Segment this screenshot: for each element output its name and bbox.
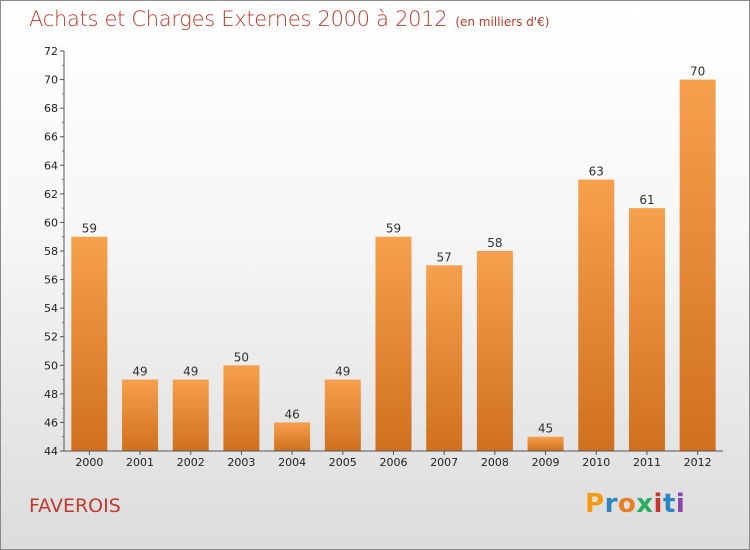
y-tick-label: 46 [44, 416, 58, 429]
bar-value-label: 59 [82, 222, 97, 236]
axes-group: 2000 2001 2002 2003 2004 2005 2006 2007 2008 2009… [44, 45, 723, 469]
logo-letter: P [585, 489, 605, 519]
y-tick-label: 62 [44, 188, 58, 201]
bar [71, 236, 108, 451]
bar-value-label: 61 [639, 193, 654, 207]
x-tick-label: 2008 [481, 456, 509, 469]
town-name: FAVEROIS [29, 495, 121, 517]
bar [628, 208, 665, 451]
y-tick-label: 54 [44, 302, 58, 315]
x-tick-label: 2012 [684, 456, 712, 469]
bar-value-label: 70 [690, 65, 705, 79]
bar [426, 265, 463, 451]
x-tick-label: 2004 [278, 456, 306, 469]
bar [527, 436, 564, 451]
bar [324, 379, 361, 451]
logo-letter: x [636, 489, 654, 519]
y-tick-label: 60 [44, 216, 58, 229]
x-tick-label: 2003 [227, 456, 255, 469]
bar-value-label: 59 [386, 222, 401, 236]
bar-value-label: 46 [284, 407, 299, 421]
logo-letter: i [675, 489, 686, 519]
y-tick-label: 64 [44, 159, 58, 172]
x-tick-label: 2009 [532, 456, 560, 469]
x-tick-label: 2002 [177, 456, 205, 469]
bar [375, 236, 412, 451]
bar [122, 379, 159, 451]
bar [679, 79, 716, 452]
bar-value-label: 63 [589, 165, 604, 179]
x-tick-label: 2006 [380, 456, 408, 469]
bar [274, 422, 311, 451]
logo-letter: t [662, 489, 676, 519]
logo-letter: o [617, 489, 637, 519]
bar-value-label: 49 [335, 365, 350, 379]
x-tick-label: 2005 [329, 456, 357, 469]
y-tick-label: 48 [44, 388, 58, 401]
bar-value-label: 50 [234, 350, 249, 364]
bar [578, 179, 615, 452]
bar-value-label: 45 [538, 422, 553, 436]
x-tick-label: 2001 [126, 456, 154, 469]
x-tick-label: 2007 [430, 456, 458, 469]
y-tick-label: 58 [44, 245, 58, 258]
bar-value-label: 49 [183, 365, 198, 379]
chart-unit-note: (en milliers d'€) [455, 15, 550, 29]
bar [172, 379, 209, 451]
logo-letter: r [604, 489, 618, 519]
y-tick-label: 50 [44, 359, 58, 372]
y-tick-label: 66 [44, 131, 58, 144]
x-tick-label: 2010 [582, 456, 610, 469]
bars-group: 59 49 49 50 46 49 59 57 58 45 63 61 70 [71, 65, 716, 452]
bar-value-label: 57 [437, 250, 452, 264]
x-tick-label: 2011 [633, 456, 661, 469]
chart-title-text: Achats et Charges Externes 2000 à 2012 [29, 7, 448, 31]
y-tick-label: 72 [44, 45, 58, 58]
y-tick-label: 44 [44, 445, 58, 458]
y-tick-label: 70 [44, 74, 58, 87]
x-tick-label: 2000 [75, 456, 103, 469]
bar-value-label: 49 [132, 365, 147, 379]
y-tick-label: 56 [44, 274, 58, 287]
bar [476, 251, 513, 451]
proxiti-logo: Proxiti [585, 489, 685, 519]
logo-letter: i [653, 489, 663, 519]
y-tick-label: 52 [44, 331, 58, 344]
bar-value-label: 58 [487, 236, 502, 250]
y-tick-label: 68 [44, 102, 58, 115]
chart-title: Achats et Charges Externes 2000 à 2012 (e… [29, 7, 549, 31]
bar [223, 365, 260, 451]
